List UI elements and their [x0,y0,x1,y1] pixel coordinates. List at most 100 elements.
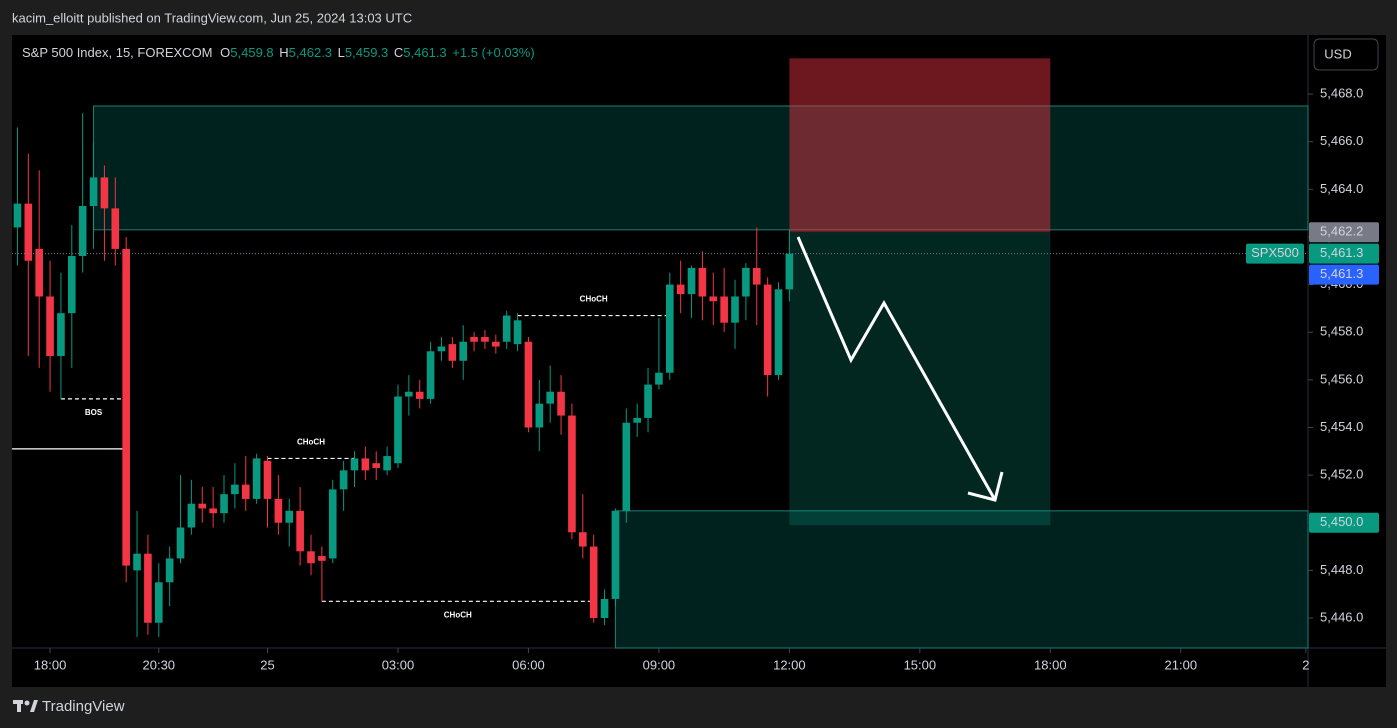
candle-body [46,296,54,357]
candle-body [176,527,185,559]
ohlc-key: O [220,45,230,60]
brand: TradingView [42,698,125,715]
candle-body [198,503,207,509]
candle-body [209,508,217,514]
logo-slash [30,700,38,712]
candle-body [187,503,196,528]
candle-body [785,253,794,290]
candle-body [502,315,511,342]
candle-body [405,391,413,397]
candle-body [459,341,468,361]
candle-body [426,351,435,399]
price-marker-label: 5,461.3 [1320,245,1363,260]
logo-stem [17,700,21,712]
candle-body [600,598,609,618]
symbol: S&P 500 Index, 15, FOREXCOM [22,45,213,60]
candle-body [437,346,446,352]
x-tick-label: 20:30 [143,657,176,672]
x-tick-label: 25 [260,657,274,672]
candle-body [763,284,772,376]
candle-body [133,553,141,571]
y-tick-label: 5,448.0 [1320,562,1363,577]
y-tick-label: 5,458.0 [1320,324,1363,339]
x-tick-label: 15:00 [904,657,937,672]
y-tick-label: 5,452.0 [1320,467,1363,482]
candle-body [100,177,109,209]
candle-body [78,205,87,257]
brand-logo [13,700,38,712]
candle-body [731,296,739,323]
y-tick-label: 5,456.0 [1320,371,1363,386]
x-tick-label: 2 [1302,657,1309,672]
forecast-arrow [796,236,997,501]
candle-body [350,458,359,471]
candle-body [622,422,631,511]
zone [614,510,1309,649]
x-tick-label: 21:00 [1165,657,1198,672]
candle-body [165,558,174,583]
candle-body [24,203,33,261]
candle-body [752,267,761,285]
candle-body [328,489,337,559]
level-label: CHoCH [580,295,608,304]
candle-body [67,256,76,314]
price-marker [1309,222,1379,243]
candle-body [470,336,478,342]
candle-body [220,494,228,514]
y-tick-label: 5,464.0 [1320,181,1363,196]
candle-body [698,267,707,297]
y-tick-label: 5,466.0 [1320,133,1363,148]
price-marker-label: 5,462.2 [1320,224,1363,239]
candle-body [361,458,370,471]
level-label: BOS [85,408,103,417]
candle-body [589,546,598,618]
y-tick-label: 5,468.0 [1320,85,1363,100]
candle-body [546,391,554,404]
y-tick-label: 5,446.0 [1320,609,1363,624]
candle-body [372,463,381,468]
zone [93,105,1309,231]
plot: 5,446.0 5,448.0 5,450.0 5,452.0 5,454.0 5,456… [12,58,1379,672]
candle-body [111,208,120,249]
candle-body [13,203,22,228]
candle-body [655,372,663,385]
ohlc-value: 5,459.8 [230,45,273,60]
level-label: CHoCH [297,438,325,447]
candle-body [285,510,294,523]
candle-body [568,415,576,533]
candle-body [481,336,489,342]
candle-body [318,556,326,561]
candle-body [339,470,348,490]
candle-body [144,553,152,623]
candle-body [241,484,250,499]
candle-body [557,391,565,416]
ohlc-value: 5,461.3 [403,45,446,60]
candle-body [676,284,685,295]
candle-body [720,296,728,323]
candle-body [742,267,750,297]
level-label: CHoCH [444,610,472,619]
x-tick-label: 18:00 [1034,657,1067,672]
candle-body [774,289,783,376]
candle-body [307,551,315,564]
candle-body [394,396,402,464]
price-marker [1309,512,1379,533]
change: +1.5 (+0.03%) [452,45,534,60]
candle-body [524,341,533,428]
price-marker-label: 5,461.3 [1320,266,1363,281]
symbol-tag-label: SPX500 [1251,245,1299,260]
price-marker [1309,243,1379,264]
currency-button[interactable] [1313,38,1379,71]
ohlc-value: 5,459.3 [345,45,388,60]
candle-body [231,484,239,495]
forecast-arrowhead [967,471,1004,502]
chart-panel [12,35,1386,687]
candle-body [263,460,272,499]
zone [789,232,1051,526]
candle-body [665,284,674,373]
candle-body [492,341,500,347]
x-tick-label: 03:00 [382,657,415,672]
legend-header: S&P 500 Index, 15, FOREXCOM O5,459.8 H5,… [22,45,535,60]
currency[interactable]: USD [1324,46,1351,61]
